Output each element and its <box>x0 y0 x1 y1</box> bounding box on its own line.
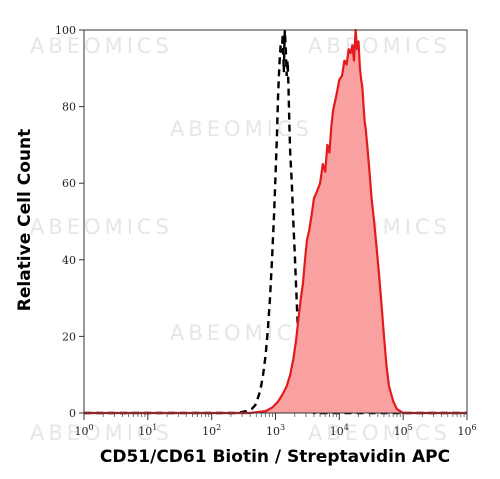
y-tick-label: 20 <box>62 330 76 343</box>
watermark-text: ABEOMICS <box>170 117 313 141</box>
plot-area <box>84 28 467 415</box>
x-tick-label: 100 <box>74 423 93 438</box>
x-tick-label: 103 <box>266 423 285 438</box>
stained-histogram-line <box>84 28 467 415</box>
watermark-text: ABEOMICS <box>308 34 451 58</box>
x-tick-label: 104 <box>330 423 349 438</box>
stained-histogram-fill <box>84 30 467 413</box>
watermark-text: ABEOMICS <box>308 421 451 445</box>
x-tick-label: 105 <box>394 423 413 438</box>
x-tick-label: 101 <box>138 423 157 438</box>
x-axis-title: CD51/CD61 Biotin / Streptavidin APC <box>100 447 450 467</box>
y-tick-label: 0 <box>69 407 76 420</box>
watermark-text: ABEOMICS <box>30 215 173 239</box>
watermark-text: ABEOMICS <box>30 34 173 58</box>
y-axis-title: Relative Cell Count <box>15 129 35 311</box>
x-tick-label: 106 <box>457 423 476 438</box>
y-tick-label: 60 <box>62 177 76 190</box>
y-tick-label: 100 <box>55 24 76 37</box>
axis-ticks: 0 20 40 60 80 100 100 101 102 103 104 105 106 <box>55 24 477 438</box>
watermark-text: ABEOMICS <box>30 421 173 445</box>
y-tick-label: 80 <box>62 101 76 114</box>
y-tick-label: 40 <box>62 254 76 267</box>
x-tick-label: 102 <box>202 423 221 438</box>
watermark-text: ABEOMICS <box>170 321 313 345</box>
